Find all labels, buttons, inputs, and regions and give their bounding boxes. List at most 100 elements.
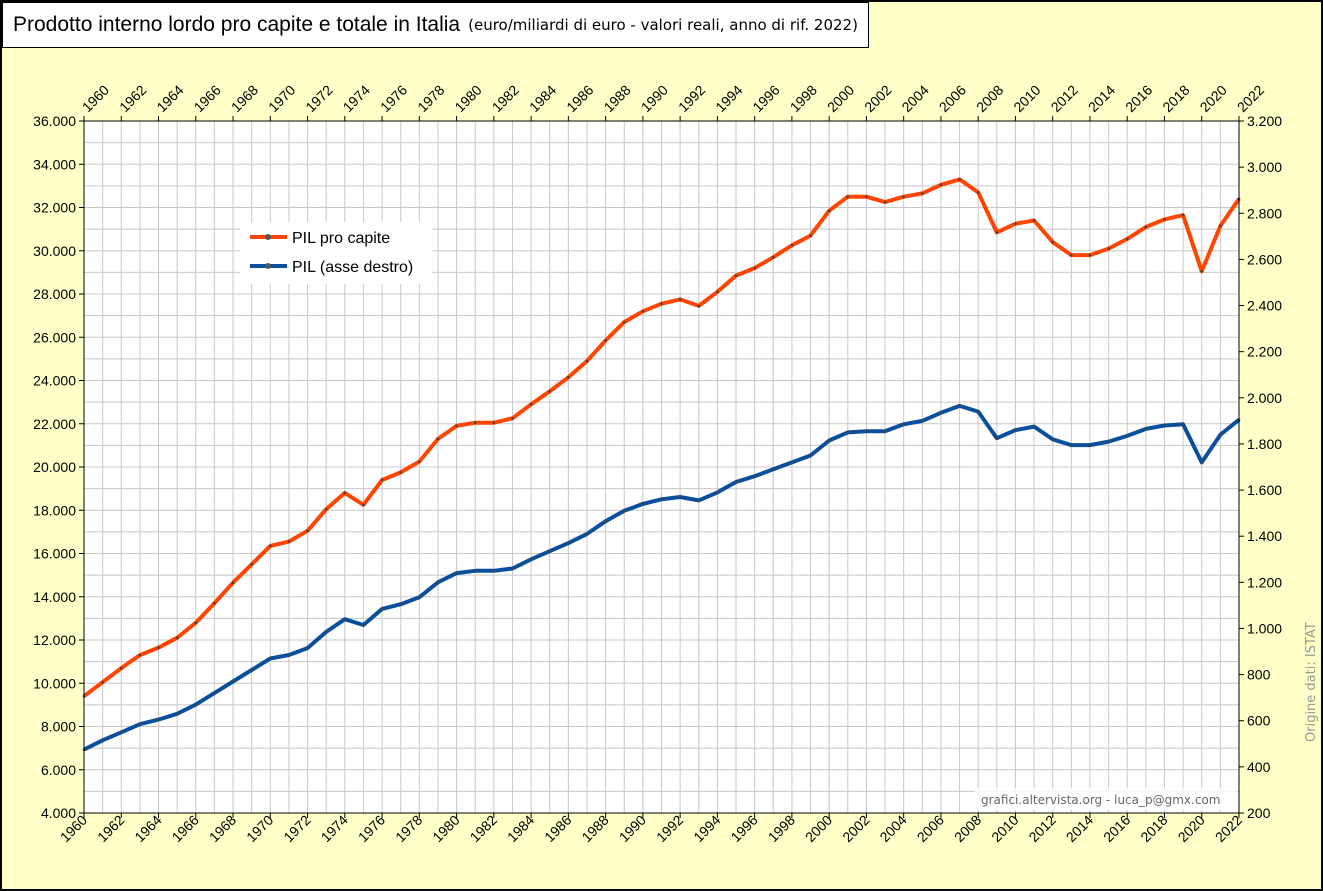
- x-axis-label-bottom: 1988: [578, 812, 611, 845]
- x-axis-label-top: 1982: [489, 82, 522, 115]
- x-axis-label-bottom: 2014: [1063, 812, 1096, 845]
- x-axis-label-bottom: 1980: [429, 812, 462, 845]
- x-axis-label-top: 2006: [936, 82, 969, 115]
- x-axis-label-bottom: 2006: [914, 812, 947, 845]
- x-axis-label-top: 1986: [563, 82, 596, 115]
- data-point-pil-pro-capite: [641, 310, 645, 313]
- data-point-pil: [157, 718, 160, 721]
- data-point-pil: [1014, 428, 1017, 432]
- credit-text: grafici.altervista.org - luca_p@gmx.com: [981, 793, 1220, 807]
- x-axis-label-top: 2002: [861, 82, 894, 115]
- data-point-pil-pro-capite: [697, 304, 701, 308]
- data-point-pil: [827, 439, 831, 442]
- x-axis-label-bottom: 1962: [94, 812, 127, 845]
- x-axis-label-top: 1974: [340, 82, 373, 115]
- data-point-pil: [939, 411, 943, 415]
- data-point-pil: [101, 739, 104, 742]
- x-axis-label-top: 2010: [1010, 82, 1043, 115]
- data-point-pil: [790, 461, 794, 464]
- left-axis: 4.000 6.000 8.000 10.000 12.000 14.000 16.000 1…: [33, 113, 84, 821]
- title-box: Prodotto interno lordo pro capite e tota…: [2, 2, 869, 48]
- x-axis-label-top: 2022: [1234, 82, 1267, 115]
- data-point-pil: [604, 519, 607, 523]
- data-point-pil: [399, 602, 402, 606]
- left-axis-label: 4.000: [41, 805, 76, 821]
- data-point-pil: [1088, 443, 1092, 447]
- x-axis-label-bottom: 1996: [727, 812, 760, 845]
- data-point-pil: [716, 491, 719, 494]
- right-axis-label: 3.200: [1247, 113, 1282, 129]
- data-point-pil: [1051, 438, 1055, 441]
- data-point-pil-pro-capite: [418, 460, 421, 463]
- x-axis-label-top: 1996: [749, 82, 782, 115]
- data-point-pil-pro-capite: [1163, 218, 1166, 221]
- data-point-pil-pro-capite: [287, 540, 291, 543]
- x-axis-label-bottom: 2002: [839, 812, 872, 845]
- data-point-pil: [529, 557, 533, 561]
- legend-marker-pil: [265, 263, 271, 269]
- data-point-pil-pro-capite: [529, 402, 533, 406]
- data-point-pil-pro-capite: [119, 666, 123, 670]
- x-axis-label-bottom: 2018: [1137, 812, 1170, 845]
- data-point-pil: [175, 712, 179, 716]
- right-axis-label: 400: [1247, 759, 1271, 775]
- plot-border: [83, 120, 1240, 814]
- left-axis-label: 36.000: [33, 113, 76, 129]
- x-axis-label-bottom: 1982: [467, 812, 500, 845]
- data-point-pil-pro-capite: [939, 183, 943, 187]
- data-point-pil: [734, 480, 738, 484]
- data-point-pil-pro-capite: [343, 491, 347, 495]
- data-point-pil: [809, 454, 812, 457]
- x-axis-label-top: 2016: [1122, 82, 1155, 115]
- right-axis-label: 800: [1247, 667, 1271, 683]
- data-point-pil-pro-capite: [660, 302, 663, 306]
- x-axis-label-bottom: 1994: [690, 812, 723, 845]
- data-point-pil-pro-capite: [734, 274, 738, 277]
- data-point-pil-pro-capite: [846, 195, 850, 198]
- data-point-pil-pro-capite: [231, 581, 235, 584]
- x-axis-label-top: 1964: [153, 82, 186, 115]
- data-point-pil-pro-capite: [492, 421, 496, 424]
- data-point-pil: [1219, 433, 1222, 437]
- grid-lines: [84, 121, 1239, 813]
- x-axis-label-top: 1960: [79, 82, 112, 115]
- data-point-pil: [1163, 424, 1166, 427]
- data-point-pil-pro-capite: [604, 339, 607, 342]
- x-axis-label-bottom: 2022: [1212, 812, 1245, 845]
- left-axis-label: 26.000: [33, 329, 76, 345]
- data-point-pil: [194, 703, 198, 706]
- right-axis: 200 400 600 800 1.000 1.200 1.400 1.600 1.800 2.0…: [1239, 113, 1282, 821]
- right-axis-label: 2.200: [1247, 344, 1282, 360]
- data-point-pil-pro-capite: [976, 191, 980, 194]
- x-axis-label-bottom: 2016: [1100, 812, 1133, 845]
- x-axis-label-top: 2004: [898, 82, 931, 115]
- right-axis-label: 600: [1247, 713, 1271, 729]
- left-axis-label: 14.000: [33, 589, 76, 605]
- x-axis-label-top: 1990: [638, 82, 671, 115]
- data-point-pil-pro-capite: [902, 195, 905, 198]
- data-point-pil-pro-capite: [1070, 253, 1073, 257]
- data-point-pil: [380, 607, 384, 611]
- x-axis-label-bottom: 1974: [318, 812, 351, 845]
- data-point-pil: [119, 730, 123, 734]
- right-axis-label: 1.600: [1247, 482, 1282, 498]
- left-axis-label: 30.000: [33, 243, 76, 259]
- data-point-pil-pro-capite: [678, 298, 682, 301]
- bottom-axis: 1960 1962 1964 1966 1968 1970 1972 1974 1976 1978…: [57, 812, 1245, 845]
- data-point-pil-pro-capite: [455, 424, 458, 428]
- data-point-pil-pro-capite: [1014, 222, 1017, 226]
- data-point-pil: [138, 722, 142, 726]
- right-axis-label: 3.000: [1247, 159, 1282, 175]
- data-point-pil: [865, 429, 868, 433]
- data-point-pil: [455, 571, 458, 575]
- x-axis-label-bottom: 1968: [206, 812, 239, 845]
- data-point-pil-pro-capite: [436, 437, 440, 441]
- data-point-pil-pro-capite: [1051, 240, 1055, 244]
- data-point-pil-pro-capite: [995, 231, 999, 234]
- data-point-pil: [883, 429, 887, 433]
- left-axis-label: 18.000: [33, 502, 76, 518]
- x-axis-label-bottom: 1998: [765, 812, 798, 845]
- x-axis-label-bottom: 2010: [988, 812, 1021, 845]
- data-point-pil: [902, 423, 905, 426]
- data-point-pil-pro-capite: [306, 529, 309, 533]
